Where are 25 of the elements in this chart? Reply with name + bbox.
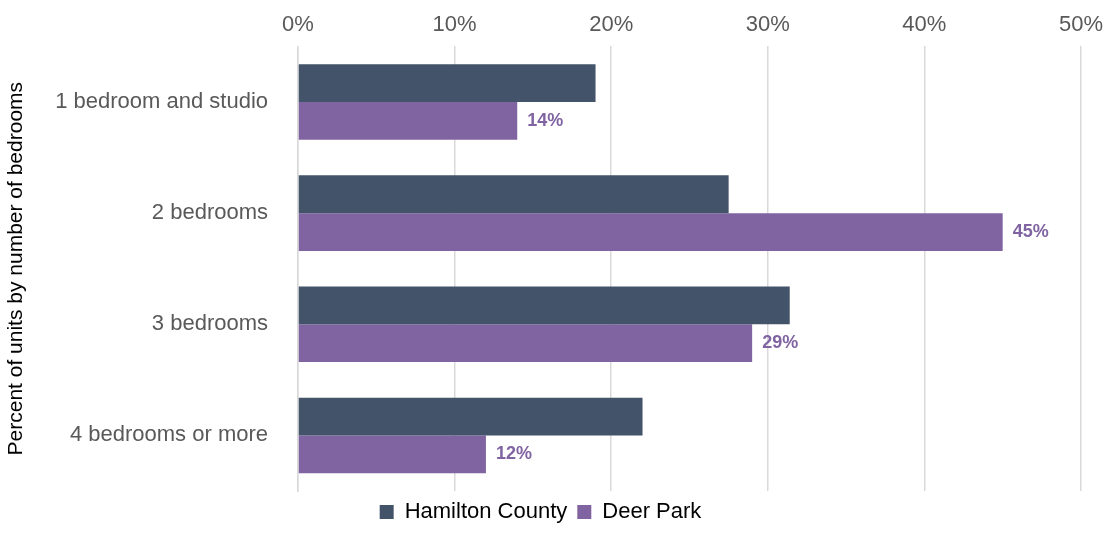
- y-tick-label: 3 bedrooms: [151, 310, 269, 336]
- data-label: 29%: [762, 332, 799, 353]
- x-tick-label: 50%: [1058, 11, 1104, 37]
- x-tick-label: 10%: [432, 11, 477, 37]
- y-axis-title: Percent of units by number of bedrooms: [3, 81, 27, 456]
- data-label: 14%: [527, 109, 564, 130]
- data-label: 45%: [1012, 220, 1049, 241]
- y-tick-label: 1 bedroom and studio: [55, 88, 269, 114]
- x-tick-label: 40%: [902, 11, 947, 37]
- legend-label: Deer Park: [602, 498, 703, 524]
- x-tick-label: 30%: [745, 11, 790, 37]
- x-tick-label: 0%: [282, 11, 314, 37]
- bar: [298, 286, 790, 325]
- bar: [298, 213, 1003, 251]
- x-tick-label: 20%: [589, 11, 634, 37]
- bar: [298, 397, 643, 436]
- bar: [298, 435, 486, 474]
- data-label: 12%: [495, 443, 532, 464]
- y-tick-label: 2 bedrooms: [151, 199, 269, 225]
- legend-label: Hamilton County: [404, 498, 568, 524]
- bar: [298, 175, 729, 214]
- y-tick-label: 4 bedrooms or more: [69, 421, 269, 447]
- bar: [298, 64, 596, 102]
- bar: [298, 101, 518, 140]
- bar: [298, 324, 753, 363]
